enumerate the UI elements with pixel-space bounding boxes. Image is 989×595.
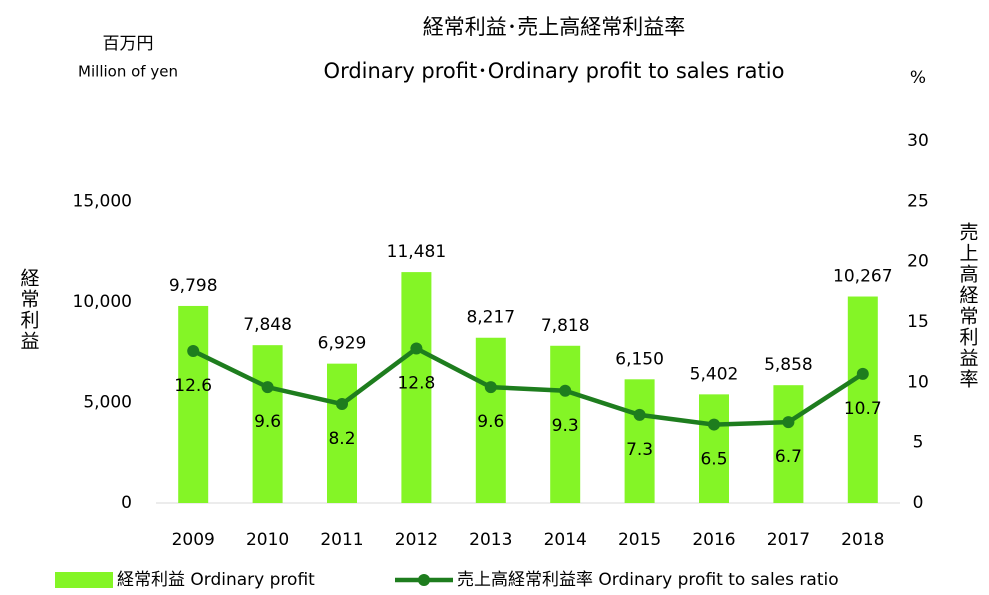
- bar-label: 7,848: [243, 315, 292, 335]
- y2-tick-label: 5: [913, 433, 924, 453]
- legend-swatch: [55, 572, 113, 588]
- bar-label: 11,481: [387, 242, 446, 262]
- x-tick-label: 2009: [172, 530, 215, 550]
- y2-tick-label: 25: [907, 191, 929, 211]
- bar: [550, 345, 581, 503]
- line-marker: [708, 418, 720, 431]
- x-tick-label: 2015: [618, 530, 661, 550]
- line-marker: [336, 398, 348, 411]
- bar-label: 8,217: [466, 308, 515, 328]
- line-label: 12.6: [174, 376, 212, 396]
- y-tick-label: 15,000: [73, 191, 132, 211]
- bar: [475, 337, 506, 503]
- y-tick-label: 0: [121, 493, 132, 513]
- bar-label: 10,267: [833, 267, 892, 287]
- bar-label: 9,798: [169, 276, 218, 296]
- x-tick-label: 2016: [692, 530, 735, 550]
- bar: [327, 363, 357, 503]
- bar: [401, 272, 432, 503]
- y2-tick-label: 20: [907, 252, 929, 272]
- bar: [699, 394, 729, 503]
- y2-tick-label: 30: [907, 131, 929, 151]
- bar: [773, 385, 804, 503]
- y-tick-label: 10,000: [73, 292, 132, 312]
- bar: [178, 305, 209, 503]
- bar-label: 6,929: [318, 334, 367, 354]
- bar-label: 5,858: [764, 355, 813, 375]
- y2-tick-label: 10: [907, 372, 929, 392]
- legend-label: 売上高経常利益率 Ordinary profit to sales ratio: [457, 570, 839, 590]
- line-label: 7.3: [626, 440, 653, 460]
- line-label: 9.3: [552, 416, 579, 436]
- line-label: 8.2: [328, 429, 355, 449]
- line-marker: [559, 384, 572, 397]
- line-marker: [633, 408, 646, 421]
- legend-label: 経常利益 Ordinary profit: [117, 570, 315, 590]
- y2-tick-label: 0: [913, 493, 924, 513]
- y-unit: 百万円: [103, 34, 154, 54]
- bar: [252, 345, 283, 503]
- chart-title: 経常利益･売上高経常利益率: [423, 15, 686, 39]
- y-axis-label: 経常利益: [18, 268, 40, 352]
- x-tick-label: 2010: [246, 530, 289, 550]
- legend-marker: [418, 574, 430, 586]
- bar-label: 6,150: [615, 349, 664, 369]
- x-tick-label: 2012: [395, 530, 438, 550]
- x-tick-label: 2011: [320, 530, 363, 550]
- chart-subtitle: Ordinary profit･Ordinary profit to sales…: [324, 59, 785, 83]
- line: [192, 345, 865, 427]
- y2-unit: %: [910, 68, 926, 88]
- y2-axis-label: 売上高経常利益率: [957, 222, 979, 390]
- line-marker: [856, 367, 869, 380]
- line-label: 10.7: [844, 399, 882, 419]
- line-label: 6.5: [700, 450, 727, 470]
- line-label: 12.8: [397, 374, 435, 394]
- line-marker: [782, 416, 795, 429]
- x-tick-label: 2017: [767, 530, 810, 550]
- y-tick-label: 5,000: [83, 392, 132, 412]
- bar: [624, 379, 655, 503]
- line-label: 9.6: [477, 412, 504, 432]
- y-unit-en: Million of yen: [78, 63, 178, 81]
- y2-tick-label: 15: [907, 312, 929, 332]
- line-label: 9.6: [254, 412, 281, 432]
- line-marker: [484, 381, 497, 394]
- x-tick-label: 2013: [469, 530, 512, 550]
- line-label: 6.7: [775, 447, 802, 467]
- x-tick-label: 2014: [544, 530, 587, 550]
- bar-label: 7,818: [541, 316, 590, 336]
- bar: [847, 296, 878, 503]
- line-marker: [187, 344, 200, 357]
- bar-label: 5,402: [690, 364, 739, 384]
- line-marker: [410, 342, 423, 355]
- line-marker: [261, 381, 274, 394]
- x-tick-label: 2018: [841, 530, 884, 550]
